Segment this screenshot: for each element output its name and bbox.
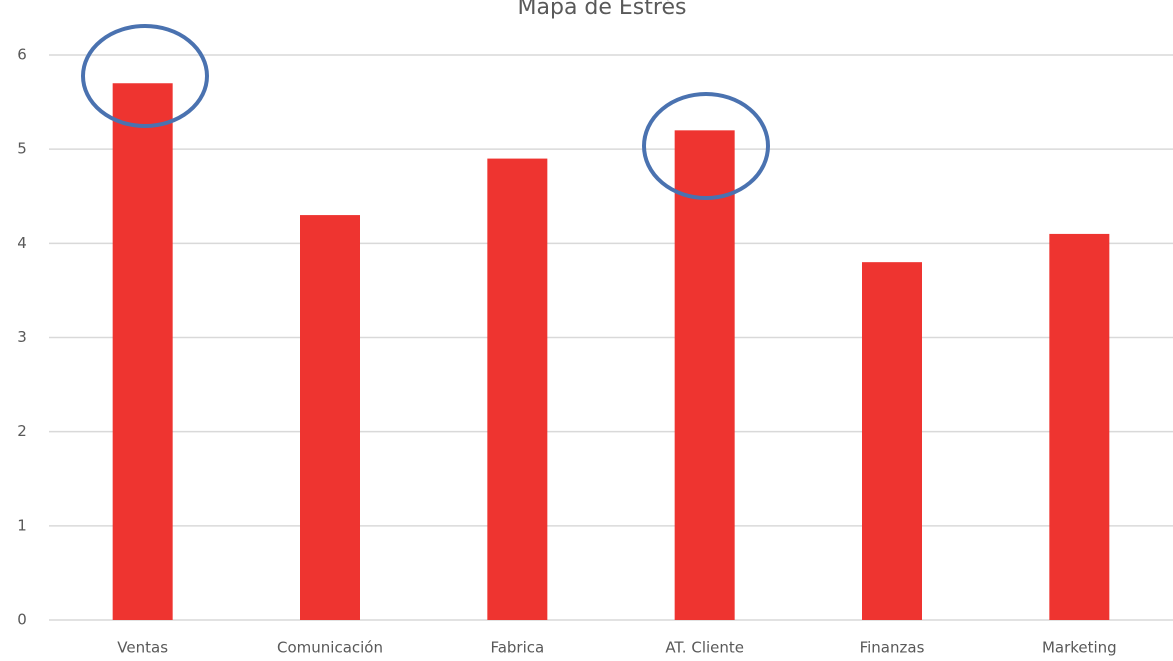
bar [862,262,922,620]
bar [300,215,360,621]
y-tick-label: 1 [17,516,27,534]
bar [487,158,548,621]
y-tick-label: 4 [17,234,27,252]
bar [1049,233,1110,620]
bar [674,130,735,621]
x-tick-label: Fabrica [490,639,544,657]
x-tick-label: Finanzas [860,639,925,657]
x-tick-label: Ventas [117,639,168,657]
y-tick-label: 2 [17,422,27,440]
y-tick-label: 3 [17,328,27,346]
x-tick-label: Marketing [1042,639,1117,657]
highlight-circle [81,24,209,128]
chart-title: Mapa de Estrés [518,0,687,20]
x-tick-label: Comunicación [277,639,383,657]
y-tick-label: 0 [17,611,27,629]
y-tick-label: 5 [17,140,27,158]
y-tick-label: 6 [17,46,27,64]
highlight-circle [642,92,770,200]
x-tick-label: AT. Cliente [665,639,744,657]
bar [112,83,173,620]
